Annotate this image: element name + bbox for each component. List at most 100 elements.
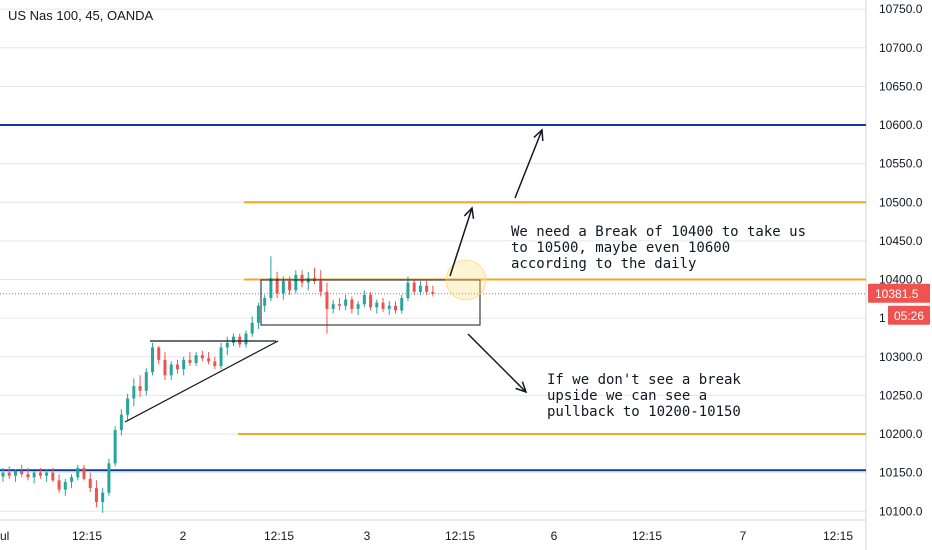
- candle-body: [294, 274, 298, 291]
- candle: [306, 271, 310, 291]
- annotation-break-up: We need a Break of 10400 to take us to 1…: [511, 224, 806, 272]
- consolidation-box: [260, 279, 481, 326]
- candle: [88, 472, 92, 492]
- candle: [418, 281, 422, 295]
- candle-body: [337, 304, 341, 306]
- y-tick-label: 10200.0: [879, 427, 923, 441]
- last-price-badge: [868, 283, 930, 303]
- arrow-head: [515, 381, 528, 394]
- highlight-circle: [445, 259, 487, 301]
- candle: [369, 291, 373, 311]
- candle-body: [163, 359, 167, 376]
- annotation-line: If we don't see a break: [547, 372, 741, 388]
- y-tick-label: 10650.0: [879, 79, 923, 93]
- candle-body: [325, 291, 329, 309]
- candle-body: [13, 471, 17, 476]
- x-tick-label: ul: [0, 529, 9, 543]
- candle: [325, 282, 329, 334]
- x-tick-label: 12:15: [632, 529, 662, 543]
- y-tick-label: 10400.0: [879, 273, 923, 287]
- candle: [256, 302, 260, 329]
- x-tick-label: 6: [551, 529, 558, 543]
- x-tick-label: 7: [740, 529, 747, 543]
- candle-body: [281, 281, 285, 294]
- arrow-shaft: [449, 207, 473, 277]
- candle: [344, 294, 348, 311]
- annotation-line: pullback to 10200-10150: [547, 404, 741, 420]
- candle-body: [362, 294, 366, 305]
- candle: [132, 378, 136, 407]
- candle-body: [431, 291, 435, 294]
- candle: [200, 350, 204, 362]
- candle-body: [45, 472, 49, 476]
- annotation-pullback: If we don't see a break upside we can se…: [547, 372, 741, 420]
- annotation-line: upside we can see a: [547, 388, 708, 404]
- candle: [412, 279, 416, 295]
- candle-body: [107, 463, 111, 493]
- candle-body: [20, 471, 24, 475]
- candle-body: [263, 298, 267, 306]
- arrow-shaft: [514, 129, 543, 199]
- candle-body: [1, 472, 5, 477]
- candle-body: [200, 355, 204, 359]
- candle: [63, 478, 67, 496]
- countdown-badge: [888, 305, 930, 325]
- candle-body: [194, 355, 198, 363]
- trendline: [124, 340, 279, 423]
- last-price-label: 10381.5: [875, 287, 919, 301]
- candle: [319, 270, 323, 297]
- candle: [138, 375, 142, 397]
- candlestick-series: [1, 256, 435, 513]
- arrow-head: [463, 206, 475, 219]
- candle-body: [418, 285, 422, 292]
- y-tick-label: 10750.0: [879, 2, 923, 16]
- candle: [250, 316, 254, 337]
- candle: [400, 294, 404, 314]
- symbol-title: US Nas 100, 45, OANDA: [8, 8, 154, 23]
- candle-body: [175, 364, 179, 370]
- candle-body: [350, 299, 354, 309]
- arrow-up-long: [514, 128, 544, 199]
- y-tick-label: 10100.0: [879, 504, 923, 518]
- time-axis: ul 12:15 2 12:15 3 12:15 6 12:15 7 12:15: [0, 529, 853, 543]
- x-tick-label: 2: [180, 529, 187, 543]
- candle: [144, 368, 148, 396]
- candle-body: [331, 304, 335, 309]
- candle: [182, 356, 186, 376]
- candle-body: [406, 282, 410, 299]
- candle-body: [76, 467, 80, 478]
- y-tick-label: 10250.0: [879, 388, 923, 402]
- candle-body: [275, 277, 279, 294]
- candle: [169, 361, 173, 380]
- price-axis: 10750.0 10700.0 10650.0 10600.0 10550.0 10500…: [879, 2, 923, 518]
- x-tick-label: 3: [364, 529, 371, 543]
- candle-body: [88, 478, 92, 489]
- candle: [57, 474, 61, 493]
- candle: [151, 342, 155, 376]
- candle-body: [119, 414, 123, 431]
- candle: [232, 333, 236, 346]
- candle-body: [26, 474, 30, 478]
- candle: [362, 290, 366, 308]
- candle-body: [144, 372, 148, 391]
- candle-body: [82, 467, 86, 479]
- candle: [7, 466, 11, 479]
- candle: [331, 299, 335, 314]
- x-tick-label: 12:15: [445, 529, 475, 543]
- candle-body: [132, 386, 136, 399]
- candle: [300, 270, 304, 288]
- candle: [269, 256, 273, 302]
- candle: [70, 474, 74, 489]
- candle-body: [207, 358, 211, 362]
- candle: [94, 480, 98, 508]
- x-tick-label: 12:15: [264, 529, 294, 543]
- candle-body: [232, 336, 236, 343]
- candle-body: [7, 472, 11, 476]
- candle-body: [356, 304, 360, 309]
- candle: [26, 467, 30, 481]
- candle: [244, 330, 248, 348]
- candle-body: [412, 282, 416, 292]
- candle: [263, 294, 267, 312]
